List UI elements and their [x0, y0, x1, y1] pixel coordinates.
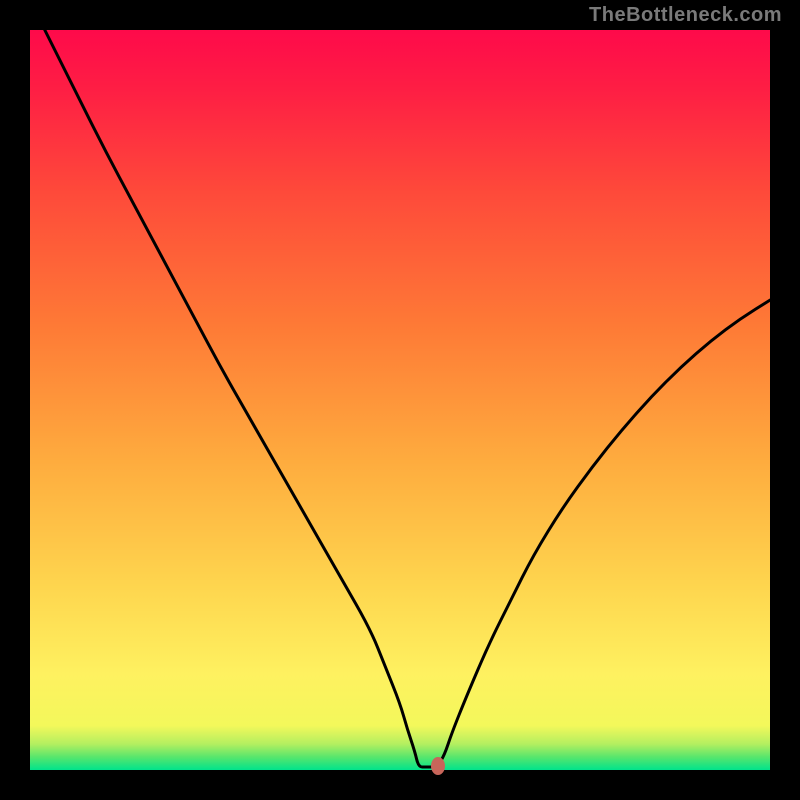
bottleneck-curve	[45, 30, 770, 767]
curve-svg	[30, 30, 770, 770]
optimal-point-marker	[431, 757, 445, 775]
watermark-text: TheBottleneck.com	[589, 4, 782, 27]
plot-area	[30, 30, 770, 770]
